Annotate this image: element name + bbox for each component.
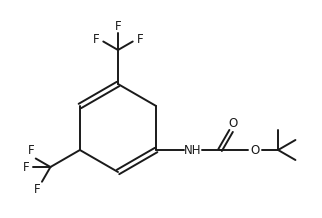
- Text: F: F: [23, 160, 30, 174]
- Text: NH: NH: [185, 143, 202, 157]
- Text: F: F: [27, 144, 34, 157]
- Text: F: F: [33, 183, 40, 196]
- Text: O: O: [229, 118, 238, 130]
- Text: O: O: [251, 143, 260, 157]
- Text: F: F: [137, 33, 143, 46]
- Text: F: F: [93, 33, 99, 46]
- Text: F: F: [115, 19, 121, 32]
